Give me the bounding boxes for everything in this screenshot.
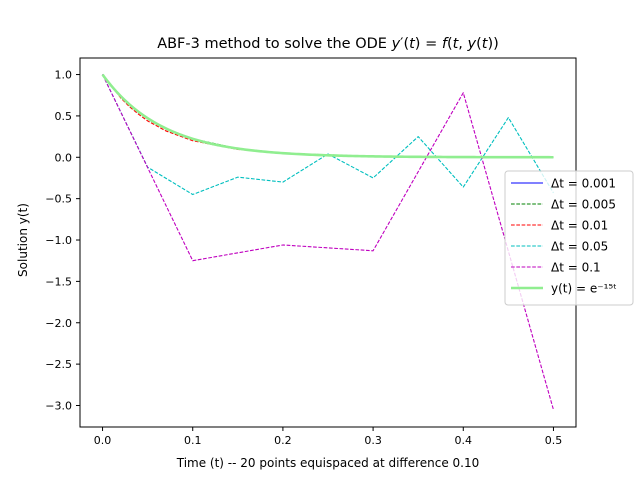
legend-label: Δt = 0.001 bbox=[551, 177, 616, 191]
legend-label: Δt = 0.005 bbox=[551, 198, 616, 212]
legend-label: Δt = 0.05 bbox=[551, 240, 608, 254]
legend-box bbox=[504, 170, 634, 306]
y-tick-label: −1.0 bbox=[45, 234, 72, 247]
y-tick-label: −2.5 bbox=[45, 358, 72, 371]
y-tick-label: 1.0 bbox=[55, 69, 73, 82]
series-line-6 bbox=[101, 73, 554, 159]
y-tick-label: −3.0 bbox=[45, 399, 72, 412]
y-tick-label: −2.0 bbox=[45, 317, 72, 330]
y-tick-label: 0.0 bbox=[55, 151, 73, 164]
axes: 0.0 0.1 0.2 0.3 0.4 0.5 1.0 0.5 0.0 −0.5 −1.0 −1.5 −… bbox=[45, 57, 577, 447]
x-tick-label: 0.0 bbox=[94, 434, 112, 447]
y-tick-label: −0.5 bbox=[45, 193, 72, 206]
legend-label: Δt = 0.01 bbox=[551, 219, 608, 233]
series-line-5 bbox=[102, 74, 554, 410]
x-tick-label: 0.5 bbox=[545, 434, 563, 447]
x-axis-label: Time (t) -- 20 points equispaced at diff… bbox=[176, 456, 480, 470]
legend-label: Δt = 0.1 bbox=[551, 261, 601, 275]
y-tick-label: −1.5 bbox=[45, 275, 72, 288]
series-line-4 bbox=[102, 74, 554, 196]
x-tick-label: 0.3 bbox=[364, 434, 382, 447]
legend-label: y(t) = e⁻¹⁵ᵗ bbox=[551, 282, 617, 296]
x-tick-label: 0.4 bbox=[455, 434, 473, 447]
legend: Δt = 0.001 Δt = 0.005 Δt = 0.01 Δt = 0.05 Δt… bbox=[504, 170, 634, 306]
y-axis-label: Solution y(t) bbox=[16, 203, 30, 277]
plot-area bbox=[101, 73, 554, 410]
x-tick-label: 0.2 bbox=[274, 434, 292, 447]
series-lines bbox=[101, 73, 554, 410]
chart-title: ABF-3 method to solve the ODE y′(t) = f(… bbox=[157, 36, 499, 52]
y-tick-label: 0.5 bbox=[55, 110, 73, 123]
x-tick-label: 0.1 bbox=[184, 434, 202, 447]
